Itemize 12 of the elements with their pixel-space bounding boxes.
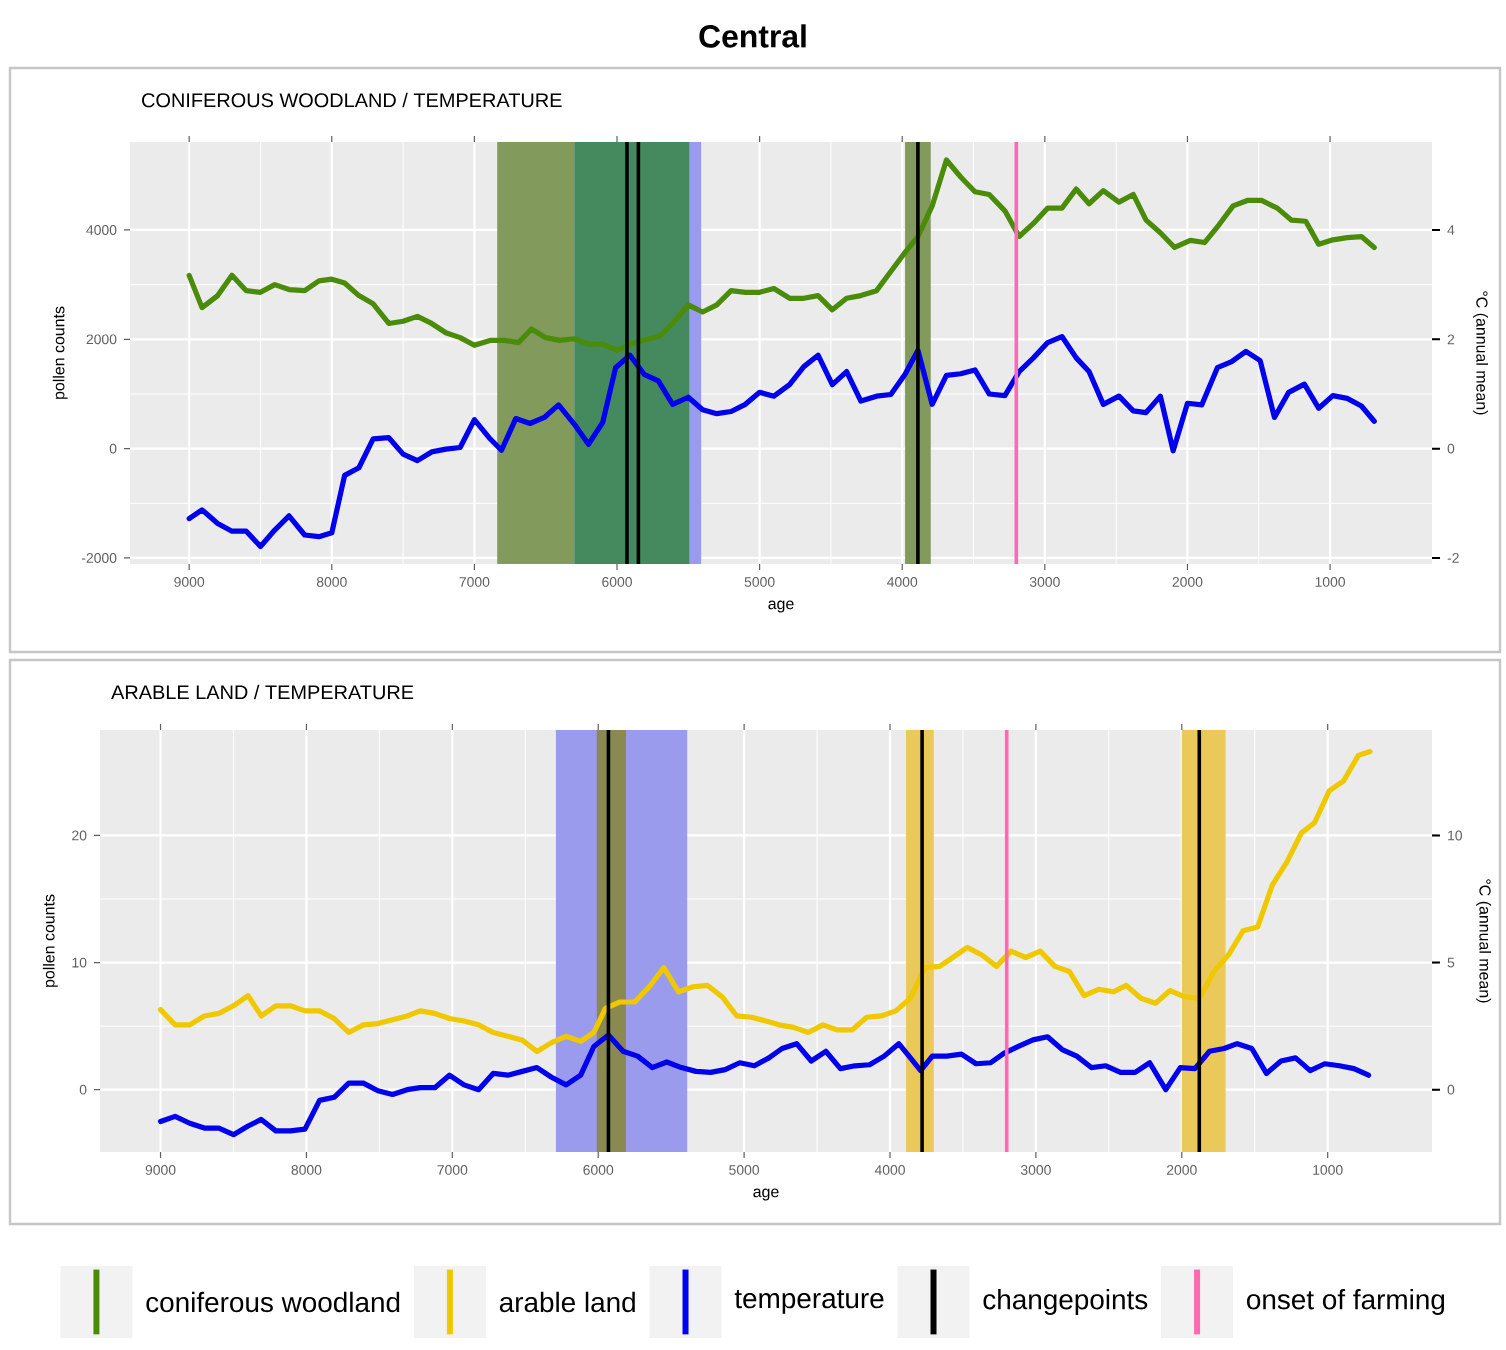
line-series [157,748,1373,1055]
legend-label: changepoints [983,1288,1148,1315]
legend-label: onset of farming [1247,1288,1445,1315]
line-series [186,157,1377,353]
text: coniferous woodland [146,1291,400,1313]
chart-subtitle: CONIFEROUS WOODLAND / TEMPERATURE [142,92,562,108]
line-series [186,333,1377,550]
legend-label: temperature [734,1290,884,1314]
chart-title: ARABLE LAND / TEMPERATURE [111,684,414,700]
legend-label: arable land [499,1291,635,1313]
chart-title: Central [699,24,806,48]
line-series [157,1032,1372,1138]
